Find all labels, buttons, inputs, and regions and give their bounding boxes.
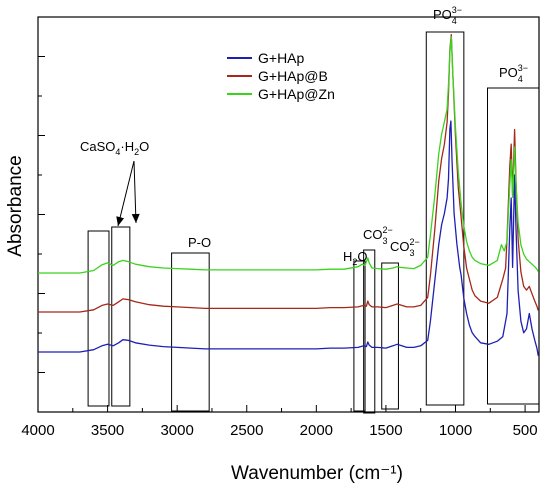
- caso4-arrow-2: [133, 160, 137, 224]
- x-tick-label: 3500: [91, 422, 124, 439]
- x-axis-label: Wavenumber (cm⁻¹): [231, 463, 403, 484]
- caso4-box-2: [111, 226, 131, 407]
- series-line-g-hap: [38, 120, 539, 357]
- po4-box-2: [487, 87, 540, 405]
- x-tick-label: 1000: [439, 422, 472, 439]
- series-lines: [38, 33, 539, 357]
- annotation-co3a: CO2− 3: [363, 225, 393, 246]
- y-axis-ticks: [38, 16, 45, 413]
- annotation-caso4: CaSO4·H2O: [80, 139, 149, 157]
- h2o-box: [353, 260, 366, 412]
- annotation-po: P-O: [188, 235, 211, 250]
- series-line-g-hap-zn: [38, 36, 539, 274]
- x-tick-label: 2000: [300, 422, 333, 439]
- x-tick-label: 4000: [21, 422, 54, 439]
- x-tick-label: 2500: [230, 422, 263, 439]
- annotation-boxes: [87, 31, 540, 414]
- co3-box-2: [381, 262, 399, 410]
- legend: G+HAp G+HAp@B G+HAp@Zn: [227, 50, 335, 102]
- caso4-arrowhead-1: [116, 216, 125, 226]
- x-tick-label: 1500: [369, 422, 402, 439]
- caso4-arrowhead-2: [131, 213, 140, 223]
- caso4-arrow-1: [117, 160, 135, 227]
- po-box: [171, 252, 210, 412]
- legend-entry: G+HAp: [258, 50, 305, 66]
- y-axis-label: Absorbance: [5, 155, 26, 256]
- annotation-po4b: PO3− 4: [499, 63, 528, 84]
- co3-box-1: [363, 249, 376, 414]
- annotation-po4a: PO3− 4: [433, 5, 462, 26]
- caso4-box-1: [87, 230, 110, 407]
- po4-box-1: [425, 31, 465, 406]
- annotation-h2o: H2O: [343, 249, 368, 267]
- legend-entry: G+HAp@B: [258, 68, 328, 84]
- annotation-co3b: CO2− 3: [390, 237, 420, 258]
- x-tick-label: 3000: [160, 422, 193, 439]
- series-line-g-hap-b: [38, 33, 539, 313]
- x-axis-ticks: 4000 3500 3000 2500 2000 1500 1000 500: [21, 405, 538, 439]
- legend-entry: G+HAp@Zn: [258, 86, 335, 102]
- x-tick-label: 500: [513, 422, 538, 439]
- band-annotations: CaSO4·H2O P-O H2O CO2− 3 CO2− 3 PO3− 4 PO3− 4: [80, 5, 528, 267]
